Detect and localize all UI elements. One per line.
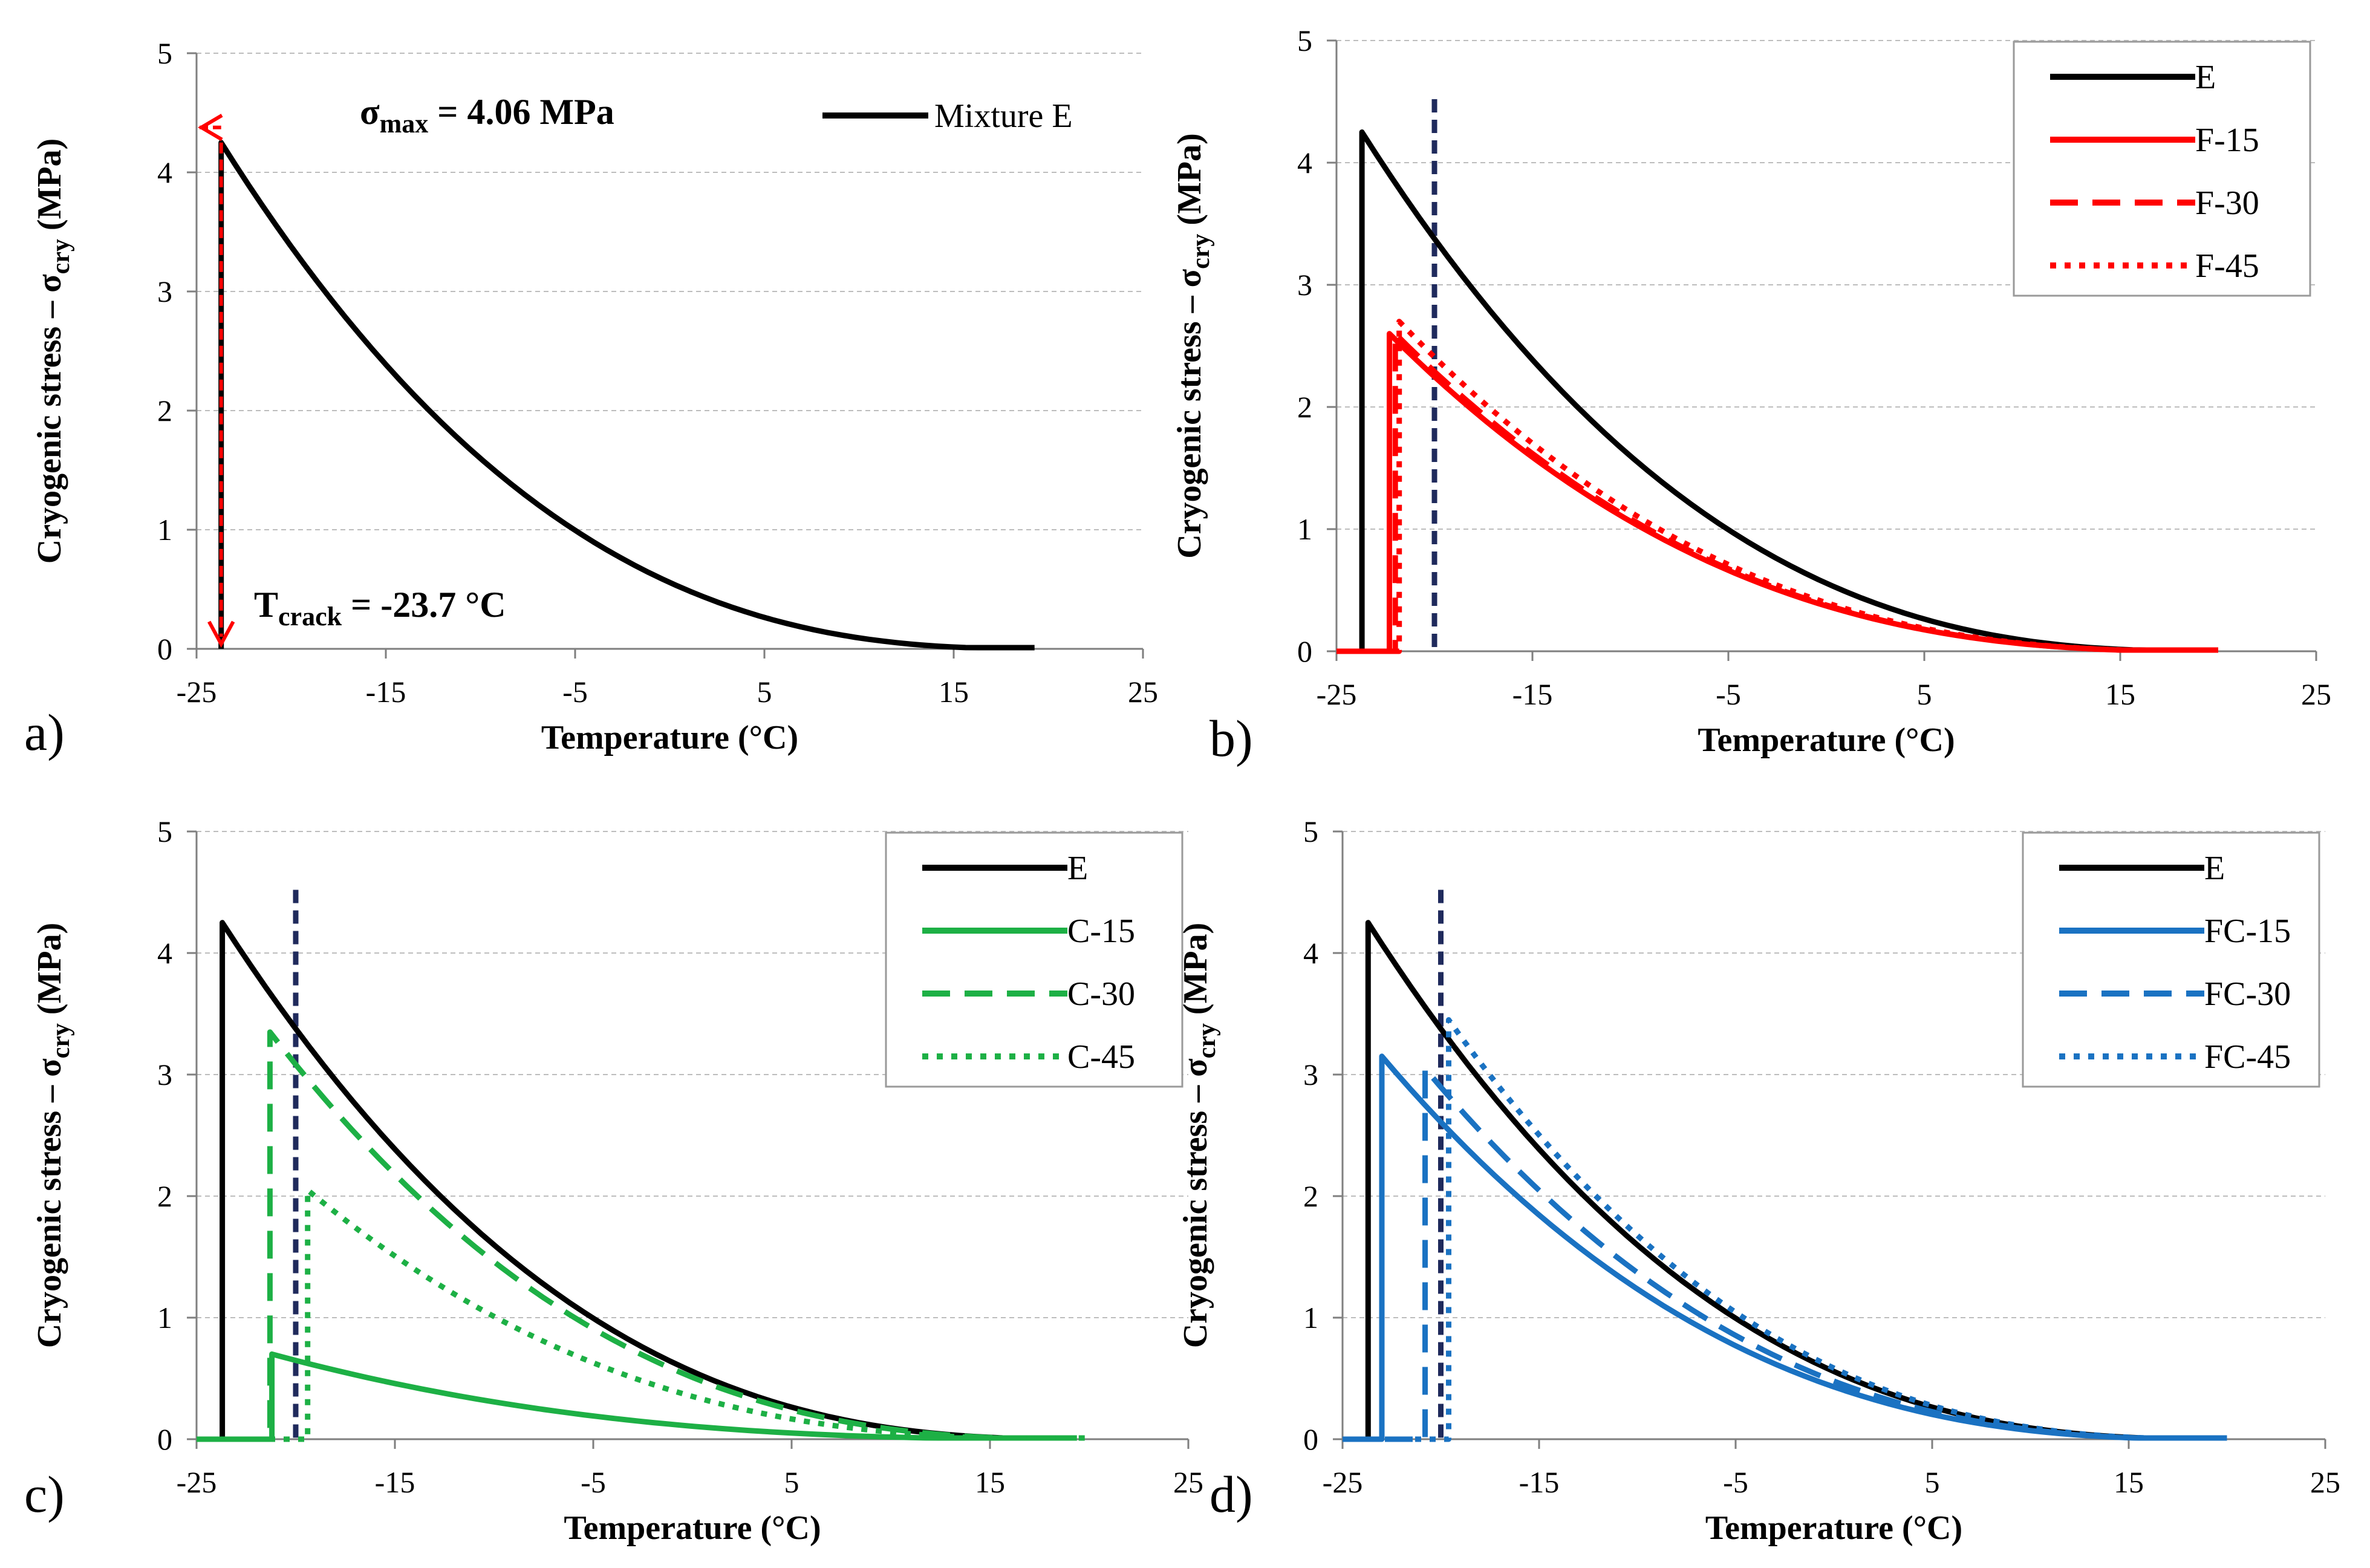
y-axis-title: Cryogenic stress – σcry (MPa)	[31, 138, 75, 564]
y-tick-label: 4	[157, 936, 172, 970]
series-line-fc-15	[1343, 1053, 2227, 1442]
y-tick-label: 3	[157, 275, 172, 308]
y-tick-label: 5	[157, 815, 172, 848]
y-tick-label: 4	[1303, 936, 1318, 970]
legend-label: F-15	[2195, 122, 2259, 159]
x-axis-title: Temperature (°C)	[1698, 721, 1955, 759]
legend-box	[2022, 831, 2320, 1088]
y-tick-label: 2	[1297, 390, 1312, 424]
y-tick-label: 5	[1303, 815, 1318, 848]
legend-box	[2013, 41, 2311, 297]
crack-arrowhead	[207, 620, 235, 648]
x-tick-label: 25	[2301, 677, 2331, 711]
y-tick-label: 2	[157, 1179, 172, 1213]
series-line-c-45	[197, 1187, 1089, 1442]
legend-label: F-45	[2195, 247, 2259, 285]
y-tick-label: 0	[157, 1422, 172, 1456]
chart-panel-3: 0 1 2 3 4 5 -25 -15 -5 5 15 25 Temperature (°C) Cryog…	[24, 815, 1203, 1547]
x-tick-label: -15	[366, 675, 406, 709]
x-tick-label: 15	[975, 1465, 1005, 1499]
panel-label: a)	[24, 703, 65, 761]
x-tick-label: 15	[939, 675, 969, 709]
series-line-fc-30	[1343, 1065, 2227, 1442]
series-line-f-30	[1336, 331, 2218, 654]
y-tick-label: 3	[1303, 1058, 1318, 1091]
y-tick-label: 0	[1303, 1422, 1318, 1456]
series-line-c-15	[197, 1351, 1076, 1442]
x-tick-label: 5	[1917, 677, 1932, 711]
y-tick-label: 4	[1297, 146, 1312, 180]
y-axis-title: Cryogenic stress – σcry (MPa)	[1171, 133, 1215, 559]
chart-panel-1: 0 1 2 3 4 5 -25 -15 -5 5 15 25 Temperature (°C) Cryog…	[24, 36, 1158, 761]
x-axis-title: Temperature (°C)	[564, 1509, 821, 1547]
y-tick-label: 2	[1303, 1179, 1318, 1213]
legend-label: C-45	[1067, 1038, 1135, 1076]
y-tick-label: 1	[1303, 1301, 1318, 1335]
x-tick-label: -25	[1323, 1465, 1363, 1499]
y-tick-label: 1	[1297, 512, 1312, 546]
x-tick-label: -15	[1519, 1465, 1560, 1499]
x-tick-label: 25	[1128, 675, 1158, 709]
x-tick-label: -5	[1723, 1465, 1748, 1499]
sigma-max-annotation: σmax = 4.06 MPa	[360, 92, 614, 138]
peak-arrowhead	[198, 114, 223, 142]
y-tick-label: 3	[157, 1058, 172, 1091]
chart-panel-4: 0 1 2 3 4 5 -25 -15 -5 5 15 25 Temperature (°C) Cryog…	[1177, 815, 2340, 1547]
x-tick-label: -25	[1317, 677, 1357, 711]
legend-label: Mixture E	[934, 97, 1073, 135]
x-tick-label: 25	[2310, 1465, 2340, 1499]
x-tick-label: 15	[2114, 1465, 2144, 1499]
x-tick-label: -25	[177, 1465, 217, 1499]
legend-label: F-30	[2195, 184, 2259, 222]
x-tick-label: -5	[1716, 677, 1741, 711]
x-axis-title: Temperature (°C)	[1705, 1509, 1962, 1547]
x-tick-label: -25	[177, 675, 217, 709]
legend-label: FC-30	[2204, 975, 2291, 1013]
y-tick-label: 0	[1297, 634, 1312, 668]
legend-label: E	[2204, 850, 2225, 887]
legend-label: E	[2195, 59, 2216, 96]
panel-label: b)	[1209, 709, 1253, 767]
y-axis-title: Cryogenic stress – σcry (MPa)	[1177, 923, 1221, 1348]
y-tick-label: 0	[157, 632, 172, 666]
x-tick-label: -15	[1512, 677, 1553, 711]
y-tick-label: 1	[157, 513, 172, 547]
x-tick-label: -5	[581, 1465, 606, 1499]
x-axis-title: Temperature (°C)	[541, 719, 798, 756]
chart-panel-2: 0 1 2 3 4 5 -25 -15 -5 5 15 25 Temperature (°C) Cryog…	[1171, 24, 2331, 767]
series-line-fc-45	[1343, 1017, 2227, 1442]
series-line-f-45	[1336, 319, 2218, 654]
legend-label: C-30	[1067, 975, 1135, 1013]
panel-label: d)	[1209, 1465, 1253, 1523]
y-axis-title: Cryogenic stress – σcry (MPa)	[31, 923, 75, 1348]
y-tick-label: 3	[1297, 268, 1312, 302]
x-tick-label: -15	[375, 1465, 415, 1499]
x-tick-label: 15	[2105, 677, 2135, 711]
legend-label: E	[1067, 850, 1088, 887]
y-tick-label: 5	[157, 36, 172, 70]
y-tick-label: 5	[1297, 24, 1312, 57]
x-tick-label: 5	[784, 1465, 799, 1499]
x-tick-label: 5	[757, 675, 772, 709]
x-tick-label: 5	[1925, 1465, 1940, 1499]
legend-label: FC-15	[2204, 912, 2291, 950]
legend-box	[885, 831, 1183, 1088]
y-tick-label: 1	[157, 1301, 172, 1335]
y-tick-label: 2	[157, 394, 172, 428]
x-tick-label: 25	[1173, 1465, 1203, 1499]
series-line-mixture-e	[218, 140, 1035, 651]
series-line-f-15	[1336, 331, 2218, 654]
legend-label: C-15	[1067, 912, 1135, 950]
x-tick-label: -5	[562, 675, 588, 709]
y-tick-label: 4	[157, 155, 172, 189]
t-crack-annotation: Tcrack = -23.7 °C	[254, 585, 506, 631]
series-line-c-30	[197, 1029, 1089, 1442]
panel-label: c)	[24, 1465, 65, 1523]
legend-label: FC-45	[2204, 1038, 2291, 1076]
